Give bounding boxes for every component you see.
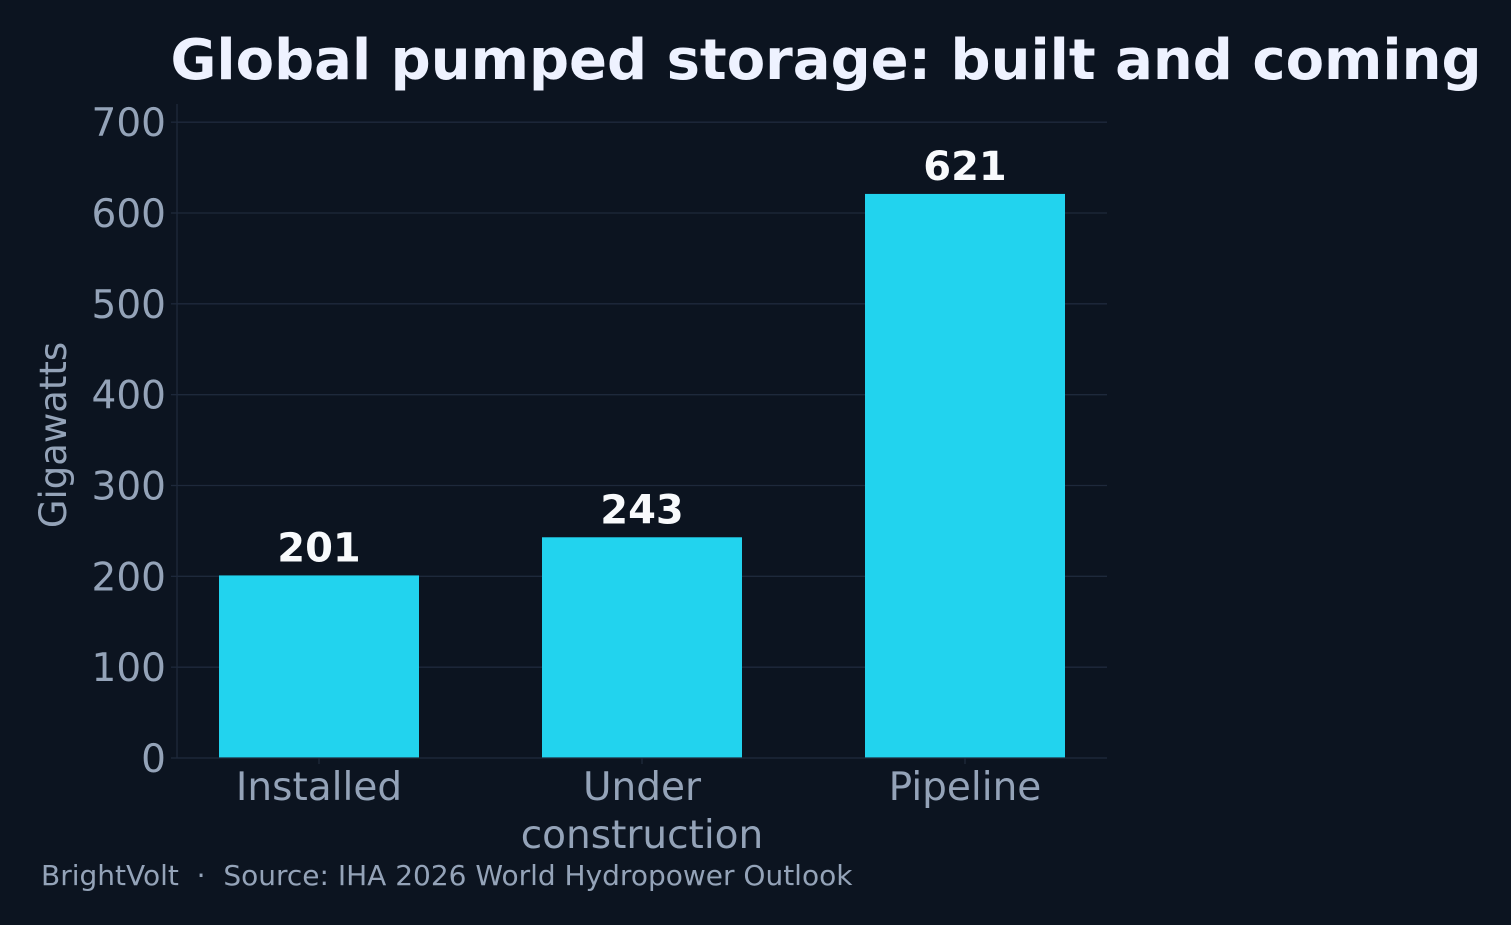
y-axis-label: Gigawatts <box>32 342 75 528</box>
x-tick-label: Pipeline <box>889 765 1042 810</box>
x-tick-label: Under <box>583 765 702 810</box>
x-tick-label: Installed <box>236 765 402 810</box>
y-tick-label: 300 <box>92 465 166 510</box>
footer-source: BrightVolt · Source: IHA 2026 World Hydr… <box>41 859 853 892</box>
bar <box>865 193 1065 759</box>
bar <box>219 575 419 758</box>
y-tick-label: 600 <box>92 192 166 237</box>
bar <box>542 537 742 758</box>
bar-value-label: 621 <box>923 144 1007 190</box>
data-labels: 201 243 621 <box>277 144 1007 571</box>
y-tick-label: 100 <box>92 646 166 691</box>
y-tick-label: 200 <box>92 555 166 600</box>
axes: 0 100 200 300 400 500 600 700 Installed Undercons… <box>92 101 1107 858</box>
x-tick-label: construction <box>521 813 764 858</box>
y-tick-label: 700 <box>92 101 166 146</box>
y-tick-label: 500 <box>92 283 166 328</box>
bars <box>219 193 1065 759</box>
y-tick-label: 400 <box>92 374 166 419</box>
bar-value-label: 243 <box>600 487 684 533</box>
y-tick-label: 0 <box>141 737 166 782</box>
chart-title: Global pumped storage: built and coming <box>170 28 1481 93</box>
bar-value-label: 201 <box>277 525 361 571</box>
